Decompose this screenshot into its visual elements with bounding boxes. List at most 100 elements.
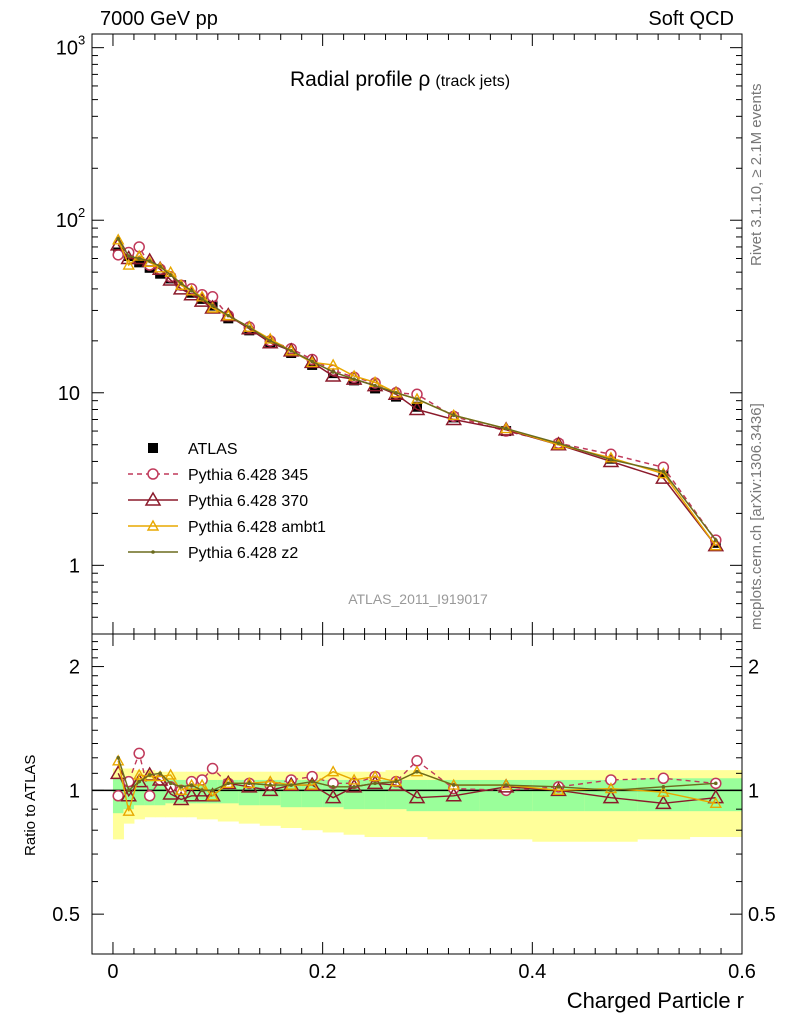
ratio-series-3 [116, 755, 718, 793]
data-point [137, 256, 141, 261]
legend-label: Pythia 6.428 345 [188, 467, 308, 484]
ratio-data-point [268, 783, 273, 787]
ratio-data-point [410, 765, 424, 777]
chart-title-symbol: ρ [418, 68, 430, 91]
data-point [609, 457, 613, 462]
data-point [412, 401, 422, 412]
data-point [408, 401, 426, 416]
ratio-data-point [394, 779, 398, 784]
data-point [243, 320, 256, 332]
data-point [200, 297, 204, 301]
band-inner [406, 779, 428, 812]
ratio-data-point [445, 787, 462, 802]
data-point [556, 441, 561, 446]
data-point [707, 537, 725, 552]
main-frame [91, 33, 743, 635]
legend-item: Pythia 6.428 z2 [128, 545, 298, 562]
data-point [289, 349, 293, 353]
data-point [222, 309, 235, 321]
series-curves [109, 233, 725, 816]
y-tick-label: 10 [56, 38, 78, 60]
ratio-data-point [303, 776, 321, 791]
ratio-data-point [158, 771, 162, 776]
ratio-data-point [324, 789, 342, 804]
legend-marker [144, 491, 162, 506]
ratio-data-point [411, 755, 423, 767]
data-point [713, 538, 718, 542]
data-point [303, 353, 321, 369]
ratio-data-point [137, 779, 141, 784]
legend: ATLAS Pythia 6.428 345 Pythia 6.428 370 Pyt… [128, 441, 326, 562]
data-point [445, 411, 462, 426]
ratio-data-point [189, 783, 194, 787]
ratio-data-point [132, 768, 146, 780]
ratio-data-point [112, 790, 124, 802]
y-tick-exponent: 3 [78, 33, 85, 48]
ratio-data-point [655, 794, 672, 810]
ratio-data-point [305, 778, 319, 790]
data-point [116, 237, 121, 241]
data-point [122, 258, 135, 270]
process-label: Soft QCD [648, 8, 734, 30]
ratio-frame [91, 633, 743, 955]
data-point [451, 413, 456, 418]
data-point [326, 358, 340, 370]
data-point [226, 313, 231, 318]
band-inner [123, 778, 135, 810]
ratio-data-point [657, 785, 670, 797]
ratio-data-point [219, 774, 237, 790]
data-point [162, 271, 179, 286]
y-tick-exponent: 2 [78, 205, 85, 220]
ratio-data-point [552, 783, 565, 796]
legend-label: Pythia 6.428 z2 [188, 545, 298, 562]
data-point [324, 367, 342, 382]
data-point [709, 539, 722, 551]
ratio-data-point [609, 788, 613, 793]
y-tick-label: 10 [58, 383, 80, 405]
ratio-series-line [117, 757, 716, 792]
ratio-data-point [179, 785, 183, 789]
legend-marker [151, 550, 155, 554]
legend-item: Pythia 6.428 345 [128, 467, 308, 484]
data-point [661, 469, 666, 474]
ratio-data-point [326, 765, 340, 777]
legend-item: Pythia 6.428 ambt1 [128, 519, 326, 536]
ratio-data-point [143, 790, 156, 802]
ratio-data-point [172, 791, 190, 806]
data-point [168, 273, 173, 278]
ratio-data-point [183, 787, 200, 802]
ratio-data-point [109, 764, 127, 780]
y-tick-label: 1 [69, 555, 80, 577]
data-point [112, 249, 124, 261]
ratio-data-point [200, 788, 204, 793]
ratio-data-point [347, 773, 361, 785]
ratio-y-tick-label: 0.5 [52, 904, 80, 926]
band-inner [186, 779, 198, 804]
data-point [373, 383, 377, 388]
x-axis-label: Charged Particle r [566, 988, 744, 1013]
data-point [185, 284, 198, 296]
ratio-y-tick-label-right: 2 [748, 657, 759, 679]
data-point [112, 233, 125, 245]
ratio-data-point [657, 772, 670, 785]
rivet-version-label: Rivet 3.1.10, ≥ 2.1M events [748, 83, 765, 267]
ratio-data-point [226, 781, 231, 786]
ratio-data-point [604, 782, 618, 794]
data-point [158, 264, 162, 269]
ratio-data-point [366, 774, 384, 790]
data-point [310, 359, 314, 364]
ratio-series-1 [109, 764, 725, 810]
ratio-data-point [185, 778, 198, 790]
data-point [394, 390, 398, 395]
data-point [504, 426, 508, 431]
ratio-data-point [331, 785, 335, 789]
ratio-data-point [247, 781, 252, 786]
ratio-data-point [204, 787, 221, 802]
ratio-y-tick-label-right: 1 [748, 780, 759, 802]
ratio-data-point [451, 783, 456, 787]
ratio-y-axis-label: Ratio to ATLAS [22, 754, 39, 856]
uncertainty-bands [112, 768, 743, 842]
data-point [604, 451, 618, 463]
